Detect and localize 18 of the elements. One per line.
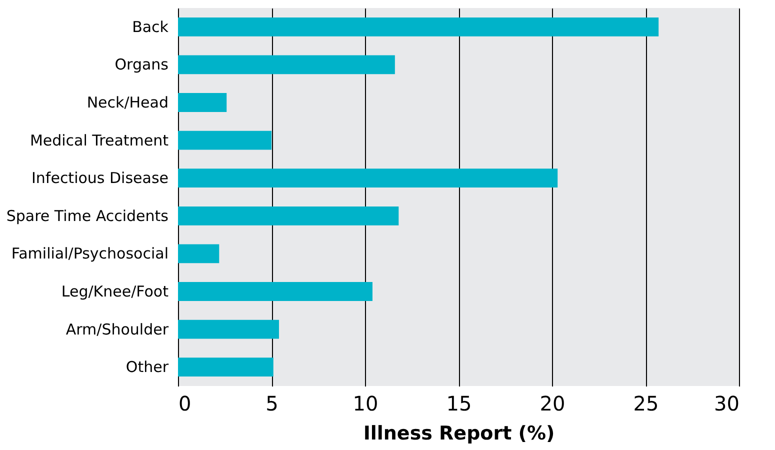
- x-axis-title: Illness Report (%): [363, 422, 555, 444]
- y-tick-label: Organs: [114, 56, 169, 74]
- x-tick-label: 30: [714, 392, 740, 416]
- x-tick-label: 0: [178, 392, 192, 416]
- y-tick-label: Back: [132, 18, 169, 36]
- y-tick-label: Neck/Head: [86, 94, 168, 112]
- y-tick-label: Familial/Psychosocial: [11, 244, 168, 263]
- x-tick-label: 5: [266, 392, 278, 416]
- y-tick-label: Medical Treatment: [30, 131, 169, 150]
- x-tick-label: 20: [540, 392, 566, 416]
- y-tick-label: Arm/Shoulder: [66, 320, 170, 338]
- x-tick-label: 25: [633, 392, 659, 416]
- y-tick-label: Other: [126, 358, 170, 376]
- y-tick-label: Spare Time Accidents: [6, 206, 169, 225]
- x-tick-label: 10: [352, 392, 378, 416]
- y-tick-label: Leg/Knee/Foot: [61, 282, 169, 300]
- y-tick-label: Infectious Disease: [32, 169, 168, 188]
- x-tick-label: 15: [446, 392, 472, 416]
